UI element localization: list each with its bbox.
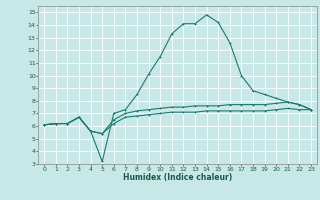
X-axis label: Humidex (Indice chaleur): Humidex (Indice chaleur)	[123, 173, 232, 182]
